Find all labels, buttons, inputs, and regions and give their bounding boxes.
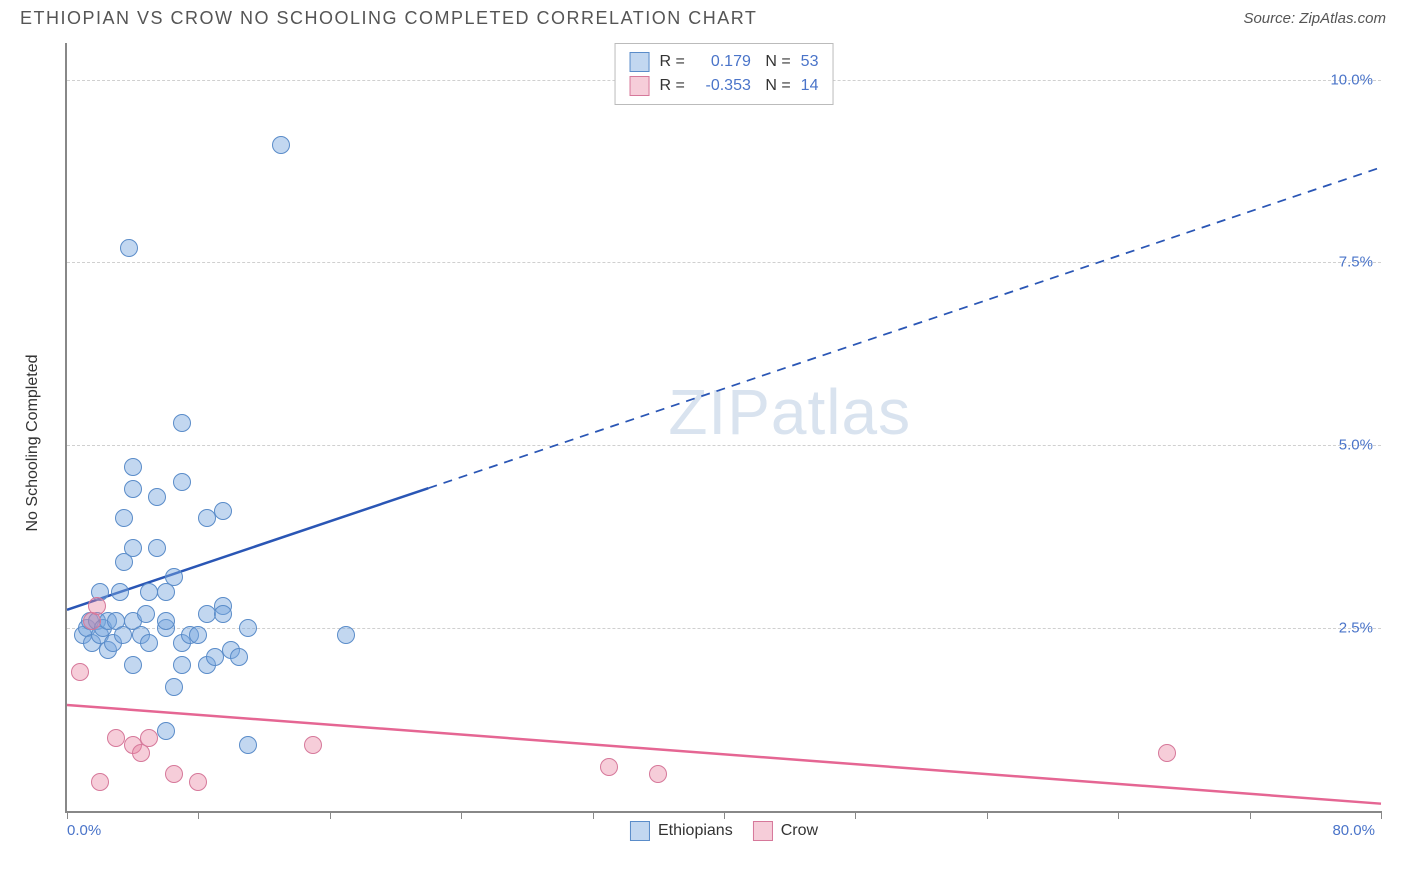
x-tick <box>855 811 856 819</box>
scatter-point <box>157 722 175 740</box>
scatter-point <box>157 612 175 630</box>
scatter-point <box>124 458 142 476</box>
scatter-point <box>124 480 142 498</box>
trend-line-solid <box>67 705 1381 804</box>
y-tick-label: 7.5% <box>1339 254 1373 271</box>
x-tick <box>987 811 988 819</box>
n-label: N = <box>761 77 791 95</box>
x-tick <box>1381 811 1382 819</box>
x-tick <box>461 811 462 819</box>
source-attribution: Source: ZipAtlas.com <box>1243 10 1386 27</box>
x-axis-max-label: 80.0% <box>1332 822 1375 839</box>
legend-item-crow: Crow <box>753 821 818 841</box>
x-tick <box>724 811 725 819</box>
scatter-point <box>165 678 183 696</box>
scatter-point <box>337 626 355 644</box>
scatter-point <box>148 488 166 506</box>
scatter-point <box>239 736 257 754</box>
scatter-point <box>111 583 129 601</box>
swatch-crow <box>753 821 773 841</box>
scatter-point <box>214 605 232 623</box>
n-value-ethiopians: 53 <box>801 53 819 71</box>
scatter-point <box>206 648 224 666</box>
stats-row-crow: R = -0.353 N = 14 <box>630 74 819 98</box>
x-tick <box>198 811 199 819</box>
scatter-point <box>198 509 216 527</box>
scatter-point <box>120 239 138 257</box>
scatter-point <box>239 619 257 637</box>
n-label: N = <box>761 53 791 71</box>
y-axis-label: No Schooling Completed <box>24 355 42 532</box>
scatter-point <box>140 634 158 652</box>
chart-title: ETHIOPIAN VS CROW NO SCHOOLING COMPLETED… <box>20 8 757 29</box>
scatter-point <box>189 773 207 791</box>
scatter-point <box>148 539 166 557</box>
scatter-point <box>71 663 89 681</box>
scatter-point <box>115 509 133 527</box>
scatter-point <box>1158 744 1176 762</box>
scatter-point <box>173 473 191 491</box>
scatter-point <box>124 656 142 674</box>
legend-item-ethiopians: Ethiopians <box>630 821 733 841</box>
x-tick <box>330 811 331 819</box>
scatter-point <box>124 539 142 557</box>
scatter-point <box>107 729 125 747</box>
stats-row-ethiopians: R = 0.179 N = 53 <box>630 50 819 74</box>
scatter-point <box>214 502 232 520</box>
r-label: R = <box>660 53 685 71</box>
scatter-point <box>230 648 248 666</box>
scatter-point <box>198 605 216 623</box>
scatter-point <box>649 765 667 783</box>
r-label: R = <box>660 77 685 95</box>
scatter-point <box>140 729 158 747</box>
scatter-point <box>272 136 290 154</box>
scatter-point <box>189 626 207 644</box>
scatter-point <box>140 583 158 601</box>
trend-lines-layer <box>67 43 1381 811</box>
scatter-point <box>137 605 155 623</box>
x-tick <box>1250 811 1251 819</box>
scatter-point <box>165 765 183 783</box>
n-value-crow: 14 <box>801 77 819 95</box>
y-tick-label: 10.0% <box>1330 71 1373 88</box>
y-tick-label: 2.5% <box>1339 620 1373 637</box>
scatter-point <box>173 414 191 432</box>
scatter-point <box>165 568 183 586</box>
scatter-point <box>304 736 322 754</box>
stats-legend: R = 0.179 N = 53 R = -0.353 N = 14 <box>615 43 834 105</box>
scatter-point <box>88 597 106 615</box>
x-tick <box>67 811 68 819</box>
y-tick-label: 5.0% <box>1339 437 1373 454</box>
legend-label-crow: Crow <box>781 822 818 840</box>
x-tick <box>593 811 594 819</box>
swatch-ethiopians <box>630 821 650 841</box>
swatch-ethiopians <box>630 52 650 72</box>
scatter-point <box>91 773 109 791</box>
scatter-point <box>173 656 191 674</box>
x-axis-min-label: 0.0% <box>67 822 101 839</box>
x-tick <box>1118 811 1119 819</box>
chart-container: No Schooling Completed ZIPatlas R = 0.17… <box>15 33 1391 853</box>
r-value-crow: -0.353 <box>695 77 751 95</box>
trend-line-dashed <box>428 167 1381 488</box>
legend-label-ethiopians: Ethiopians <box>658 822 733 840</box>
plot-area: ZIPatlas R = 0.179 N = 53 R = -0.353 N =… <box>65 43 1381 813</box>
swatch-crow <box>630 76 650 96</box>
scatter-point <box>600 758 618 776</box>
r-value-ethiopians: 0.179 <box>695 53 751 71</box>
series-legend: Ethiopians Crow <box>630 821 818 841</box>
